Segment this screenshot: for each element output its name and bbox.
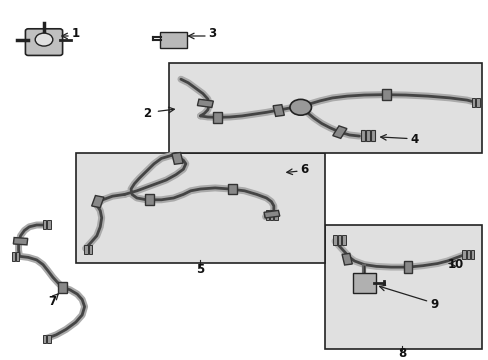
Bar	[43, 335, 46, 343]
FancyBboxPatch shape	[25, 29, 62, 55]
Bar	[91, 195, 104, 208]
Text: 5: 5	[196, 263, 204, 276]
Bar	[365, 130, 369, 141]
Bar	[325, 225, 481, 349]
Bar	[470, 250, 473, 259]
Text: 6: 6	[300, 163, 308, 176]
Bar	[461, 250, 465, 259]
Circle shape	[35, 33, 53, 46]
Bar	[273, 105, 284, 116]
Bar	[43, 220, 46, 229]
Bar	[12, 252, 15, 261]
Bar	[47, 220, 51, 229]
Bar	[274, 210, 277, 220]
Bar	[88, 245, 92, 254]
Bar	[342, 253, 351, 265]
Bar	[381, 89, 390, 100]
Bar	[360, 130, 364, 141]
Bar	[342, 235, 345, 245]
Bar	[404, 261, 411, 273]
Bar	[466, 250, 469, 259]
Bar	[13, 238, 28, 245]
Circle shape	[289, 99, 311, 115]
Bar	[471, 98, 474, 107]
FancyBboxPatch shape	[160, 32, 187, 48]
Bar	[58, 282, 67, 293]
Bar	[370, 130, 374, 141]
Bar	[337, 235, 341, 245]
Bar	[76, 153, 325, 263]
Bar	[84, 245, 87, 254]
Bar	[227, 184, 236, 194]
Bar	[16, 252, 19, 261]
Text: 7: 7	[49, 295, 57, 308]
Bar	[265, 210, 268, 220]
Text: 8: 8	[397, 347, 405, 360]
Text: 3: 3	[208, 27, 216, 40]
Bar	[197, 99, 213, 107]
FancyBboxPatch shape	[352, 273, 375, 293]
Bar	[333, 235, 336, 245]
Text: 1: 1	[72, 27, 80, 40]
Bar	[269, 210, 273, 220]
Bar	[213, 112, 222, 123]
Bar	[168, 63, 481, 153]
Bar	[475, 98, 479, 107]
Bar	[144, 194, 153, 205]
Bar	[264, 211, 279, 218]
Text: 2: 2	[142, 107, 150, 120]
Text: 9: 9	[429, 298, 437, 311]
Bar	[172, 153, 183, 164]
Bar	[47, 335, 51, 343]
Text: 10: 10	[447, 258, 463, 271]
Text: 4: 4	[410, 133, 418, 146]
Bar	[332, 126, 346, 138]
